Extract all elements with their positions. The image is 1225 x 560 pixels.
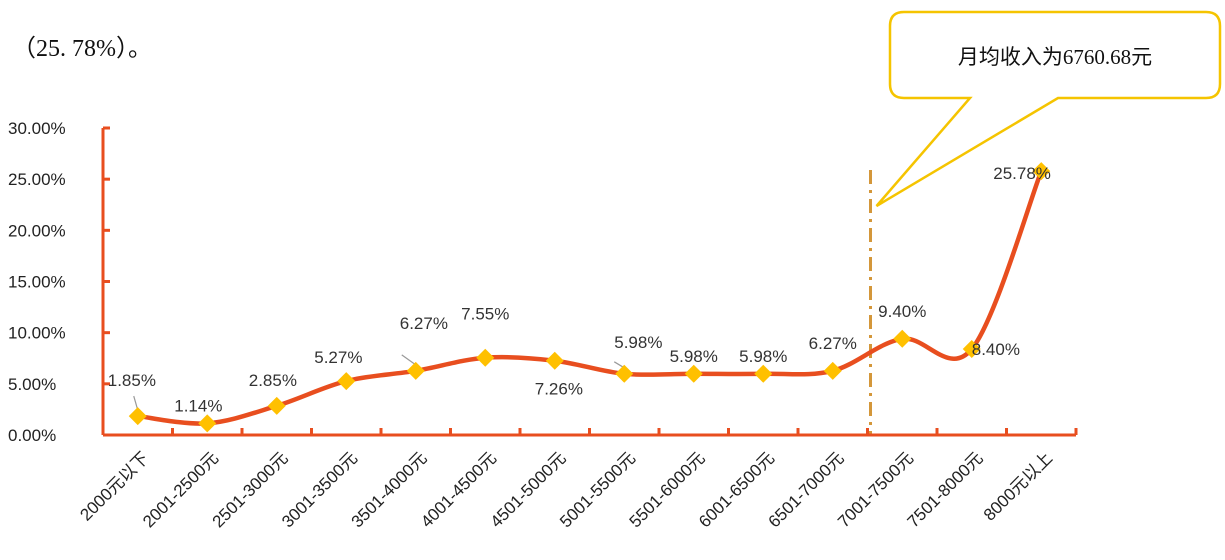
data-label: 7.55% <box>461 305 509 324</box>
y-tick-label: 20.00% <box>8 221 66 240</box>
callout-text: 月均收入为6760.68元 <box>958 45 1152 69</box>
y-tick-label: 25.00% <box>8 170 66 189</box>
data-labels: 1.85% 1.14% 2.85% 5.27% 6.27% 7.55% 7.26% 5.98%… <box>108 164 1051 415</box>
data-point <box>823 361 842 380</box>
y-tick-label: 0.00% <box>8 426 56 445</box>
data-label: 5.98% <box>739 347 787 366</box>
data-point <box>615 364 634 383</box>
data-point <box>545 351 564 370</box>
data-point <box>754 364 773 383</box>
data-label: 1.14% <box>174 396 222 415</box>
x-tick-labels: 2000元以下2001-2500元2501-3000元3001-3500元350… <box>76 448 1056 531</box>
y-tick-label: 15.00% <box>8 273 66 292</box>
data-point <box>198 414 217 433</box>
data-label: 25.78% <box>993 164 1051 183</box>
data-label: 5.98% <box>614 333 662 352</box>
data-label: 5.98% <box>670 347 718 366</box>
data-markers <box>128 162 1051 433</box>
data-point <box>267 396 286 415</box>
intro-text: （25. 78%）。 <box>12 36 152 62</box>
data-point <box>476 348 495 367</box>
y-tick-label: 30.00% <box>8 119 66 138</box>
callout-bubble <box>875 10 1222 208</box>
data-point <box>684 364 703 383</box>
y-tick-labels: 0.00% 5.00% 10.00% 15.00% 20.00% 25.00% 30.00% <box>8 119 66 445</box>
data-point <box>406 361 425 380</box>
data-point <box>962 340 981 359</box>
x-tick-label: 8000元以上 <box>980 448 1056 524</box>
data-label: 8.40% <box>972 340 1020 359</box>
axes <box>101 126 1078 437</box>
data-point <box>1032 162 1051 181</box>
data-point <box>337 372 356 391</box>
data-label: 2.85% <box>249 371 297 390</box>
x-tick-label: 2000元以下 <box>76 448 152 524</box>
data-label: 5.27% <box>314 348 362 367</box>
callout: 月均收入为6760.68元 <box>875 10 1222 208</box>
data-point <box>128 407 147 426</box>
data-label: 6.27% <box>809 334 857 353</box>
data-label: 9.40% <box>878 302 926 321</box>
data-point <box>893 329 912 348</box>
data-label: 6.27% <box>400 314 448 333</box>
y-tick-label: 10.00% <box>8 324 66 343</box>
data-label: 1.85% <box>108 371 156 390</box>
y-tick-label: 5.00% <box>8 375 56 394</box>
label-leader-line <box>133 395 139 411</box>
data-label: 7.26% <box>535 380 583 399</box>
label-leader-line <box>401 354 417 366</box>
